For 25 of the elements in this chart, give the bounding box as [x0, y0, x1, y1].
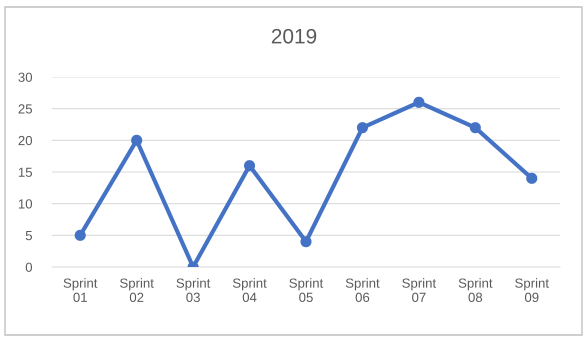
x-tick-label: Sprint 08 [458, 278, 492, 302]
y-tick-label: 15 [18, 168, 32, 177]
point [300, 236, 312, 248]
x-tick-label: Sprint 03 [176, 278, 210, 302]
point [470, 122, 481, 134]
y-tick-label: 10 [18, 199, 32, 209]
point [244, 160, 256, 172]
x-tick-label: Sprint 07 [402, 278, 436, 302]
y-tick-label: 30 [18, 72, 32, 82]
chart-title: 2019 [272, 28, 316, 44]
point [131, 134, 142, 146]
y-tick-label: 25 [18, 104, 32, 114]
y-tick-label: 0 [26, 262, 32, 272]
y-tick-label: 5 [26, 231, 32, 240]
x-tick-label: Sprint 09 [515, 278, 549, 302]
x-tick-label: Sprint 04 [232, 278, 267, 302]
x-tick-label: Sprint 05 [289, 278, 324, 302]
y-tick-label: 20 [18, 136, 32, 146]
point [413, 96, 424, 108]
point [74, 230, 86, 241]
point [356, 122, 368, 134]
x-tick-label: Sprint 06 [346, 278, 380, 302]
x-tick-label: Sprint 01 [64, 278, 98, 302]
point [526, 172, 538, 184]
x-tick-label: Sprint 02 [120, 278, 154, 302]
